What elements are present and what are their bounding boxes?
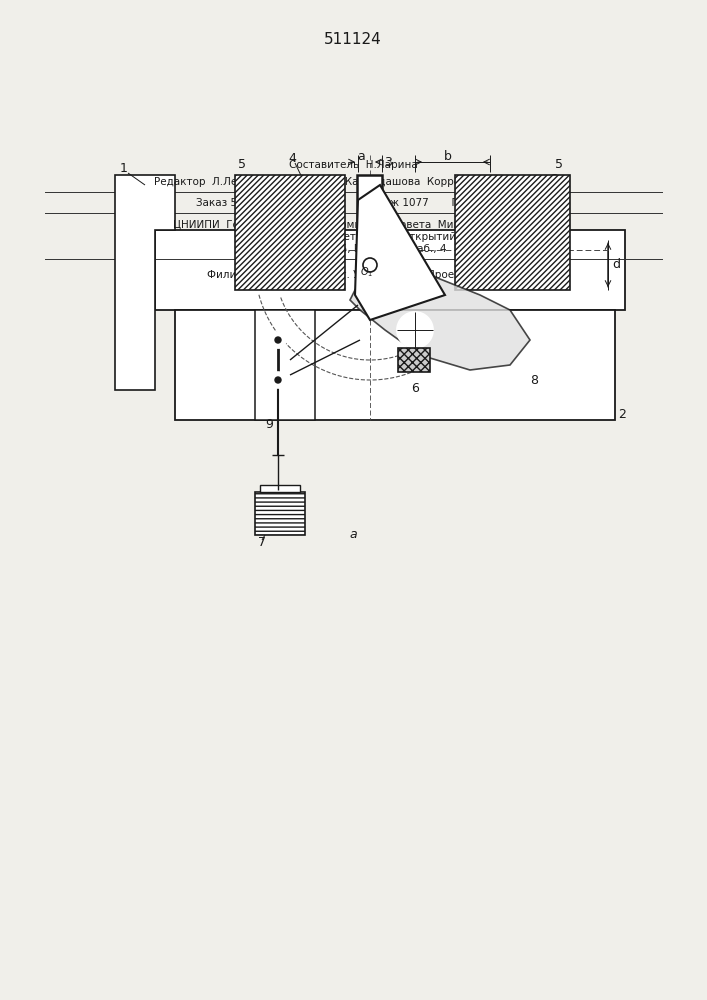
- Polygon shape: [350, 260, 530, 370]
- Text: 1: 1: [120, 161, 128, 174]
- Text: b: b: [444, 150, 452, 163]
- Text: $O_1$: $O_1$: [361, 265, 373, 279]
- Text: 9: 9: [265, 418, 273, 432]
- Circle shape: [397, 312, 433, 348]
- Text: 6: 6: [411, 381, 419, 394]
- Text: 3: 3: [384, 156, 392, 169]
- Circle shape: [270, 372, 286, 388]
- Bar: [175, 310, 615, 420]
- Text: 2: 2: [618, 408, 626, 422]
- Text: 8: 8: [530, 373, 538, 386]
- Text: $O_1$: $O_1$: [548, 172, 565, 188]
- Bar: [255, 492, 305, 535]
- Text: Заказ 5376       Изд. № 184       Тираж 1077       Подписное: Заказ 5376 Изд. № 184 Тираж 1077 Подписн…: [196, 198, 511, 208]
- Bar: [398, 348, 430, 372]
- Text: Составитель  Н.Ларина: Составитель Н.Ларина: [289, 160, 418, 170]
- Text: a: a: [357, 150, 365, 163]
- Bar: [260, 485, 300, 492]
- Polygon shape: [115, 175, 175, 390]
- Text: 7: 7: [258, 536, 266, 548]
- Text: ЦНИИПИ  Государственного  комитета  Совета  Министров  СССР: ЦНИИПИ Государственного комитета Совета …: [173, 220, 534, 230]
- Text: 5: 5: [555, 158, 563, 172]
- Bar: [235, 175, 345, 290]
- Bar: [357, 175, 382, 270]
- Text: Редактор  Л.Лешкова     Техред  И.Карандашова  Корректор  А.Галахова: Редактор Л.Лешкова Техред И.Карандашова …: [154, 177, 553, 187]
- Circle shape: [275, 377, 281, 383]
- Text: a: a: [349, 528, 357, 542]
- Bar: [155, 230, 625, 310]
- Text: Филиал  НПП  "Патент"  г. Ужгород, ул. Проектная, 4: Филиал НПП "Патент" г. Ужгород, ул. Прое…: [207, 270, 500, 280]
- Text: 4: 4: [288, 151, 296, 164]
- Polygon shape: [355, 185, 445, 320]
- Text: 5: 5: [238, 158, 246, 172]
- Text: d: d: [612, 258, 620, 271]
- Circle shape: [270, 332, 286, 348]
- Circle shape: [275, 337, 281, 343]
- Bar: [455, 175, 570, 290]
- Text: по  делам  изобретений  и  открытий: по делам изобретений и открытий: [251, 232, 456, 242]
- Text: 511124: 511124: [324, 32, 382, 47]
- Text: Москва, 113035, Раушская наб., 4: Москва, 113035, Раушская наб., 4: [261, 244, 446, 254]
- Bar: [255, 310, 315, 420]
